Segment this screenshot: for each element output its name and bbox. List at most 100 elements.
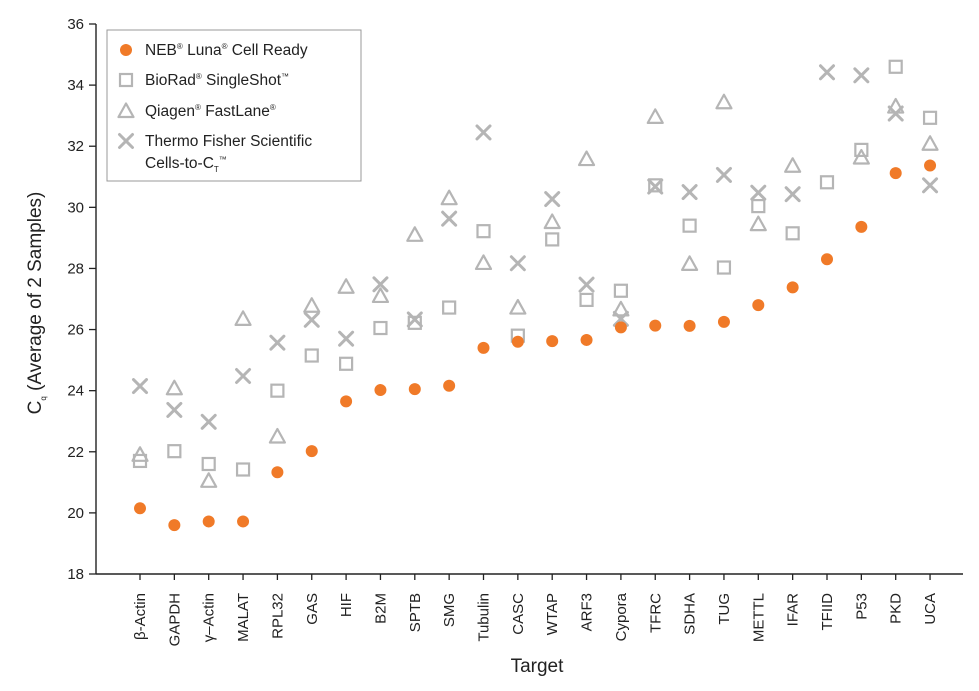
point-circle-22 — [889, 167, 902, 180]
legend-text-part: SingleShot — [202, 72, 282, 89]
y-axis-title: Cq (Average of 2 Samples) — [25, 192, 48, 415]
point-x-11 — [509, 255, 526, 272]
point-triangle-17 — [715, 93, 733, 110]
legend-marker-triangle — [117, 102, 135, 119]
point-circle-13 — [580, 333, 593, 346]
point-circle-7 — [374, 384, 387, 397]
x-tick-label-7: B2M — [372, 593, 389, 624]
point-triangle-10 — [474, 254, 493, 271]
y-tick-label-22: 22 — [67, 444, 84, 461]
point-circle-0 — [134, 502, 146, 515]
point-circle-19 — [786, 281, 799, 294]
point-square-0 — [132, 453, 148, 469]
point-circle-11 — [511, 335, 524, 348]
x-tick-label-11: CASC — [510, 593, 527, 635]
x-tick-labels: β-Actin GAPDH γ–Actin MALAT RPL32 GAS HIF B2M SP… — [132, 592, 939, 646]
point-square-19 — [785, 226, 800, 241]
legend-text-part: ™ — [281, 72, 289, 81]
x-tick-label-19: IFAR — [785, 593, 802, 627]
point-circle-14 — [614, 321, 627, 334]
point-x-1 — [166, 401, 183, 418]
legend-text-part: NEB — [145, 42, 177, 59]
series-x — [132, 64, 939, 430]
y-tick-label-34: 34 — [67, 77, 84, 94]
legend-text-part: Thermo Fisher Scientific — [145, 133, 312, 150]
legend: NEB®​ Luna®​ Cell Ready BioRad®​ SingleSh… — [106, 29, 362, 182]
point-circle-23 — [924, 159, 937, 172]
point-triangle-5 — [303, 297, 321, 313]
point-triangle-22 — [887, 97, 905, 114]
point-square-21 — [854, 142, 869, 157]
point-circle-18 — [752, 299, 765, 312]
x-tick-label-21: P53 — [853, 593, 870, 620]
legend-box — [106, 29, 362, 182]
point-triangle-23 — [921, 135, 939, 151]
point-triangle-19 — [784, 157, 802, 173]
point-triangle-11 — [509, 298, 527, 315]
x-tick-label-20: TFIID — [819, 593, 836, 631]
point-circle-10 — [477, 341, 490, 354]
x-tick-label-2: γ–Actin — [201, 593, 218, 642]
point-x-6 — [338, 330, 355, 347]
point-x-12 — [544, 191, 561, 208]
legend-text-part: ® — [195, 103, 201, 112]
point-triangle-9 — [440, 189, 458, 206]
point-triangle-15 — [646, 108, 664, 124]
point-triangle-7 — [371, 287, 390, 304]
point-square-17 — [716, 260, 732, 275]
point-square-15 — [648, 178, 663, 193]
point-square-4 — [270, 383, 285, 398]
point-square-13 — [579, 292, 594, 308]
point-circle-8 — [408, 383, 421, 396]
point-square-1 — [167, 444, 182, 459]
point-triangle-3 — [234, 310, 252, 326]
point-triangle-4 — [268, 427, 286, 444]
point-circle-9 — [443, 379, 456, 392]
point-triangle-12 — [543, 213, 561, 230]
point-x-7 — [372, 276, 389, 293]
legend-text-part: Cell Ready — [227, 42, 307, 59]
point-circle-21 — [855, 220, 868, 233]
y-tick-label-28: 28 — [67, 260, 84, 277]
legend-text-part: FastLane — [201, 103, 270, 120]
x-tick-label-22: PKD — [888, 593, 905, 624]
point-square-9 — [442, 300, 457, 315]
point-square-23 — [922, 110, 938, 125]
series-circle — [134, 159, 937, 532]
x-tick-label-6: HIF — [338, 593, 355, 617]
point-x-17 — [715, 166, 732, 183]
y-tick-label-30: 30 — [67, 199, 84, 216]
point-triangle-14 — [612, 300, 630, 317]
point-x-13 — [578, 276, 595, 293]
point-x-21 — [853, 67, 870, 84]
point-square-2 — [201, 456, 216, 472]
point-circle-4 — [271, 466, 284, 479]
point-square-18 — [751, 199, 766, 214]
point-square-3 — [235, 462, 251, 477]
point-square-22 — [888, 59, 903, 74]
x-tick-label-0: β-Actin — [132, 593, 149, 640]
point-circle-12 — [546, 335, 559, 348]
x-tick-label-8: SPTB — [407, 593, 424, 632]
x-tick-label-17: TUG — [716, 593, 733, 625]
point-x-2 — [200, 413, 217, 430]
y-tick-label-32: 32 — [67, 138, 84, 155]
x-tick-label-10: Tubulin — [476, 593, 493, 642]
x-axis-title: Target — [511, 656, 565, 677]
point-square-14 — [613, 283, 629, 298]
point-square-7 — [373, 320, 388, 336]
x-tick-label-23: UCA — [922, 593, 939, 625]
point-circle-17 — [717, 315, 730, 328]
x-tick-label-14: Cypora — [613, 592, 630, 641]
point-circle-6 — [340, 395, 353, 408]
x-tick-label-9: SMG — [441, 593, 458, 627]
point-triangle-2 — [200, 472, 218, 488]
point-circle-3 — [237, 515, 250, 528]
point-x-0 — [132, 378, 148, 395]
legend-label-1: BioRad®​ SingleShot™​ — [145, 72, 289, 89]
y-tick-label-24: 24 — [67, 383, 84, 400]
point-x-5 — [303, 311, 320, 328]
point-x-23 — [922, 177, 939, 194]
point-x-10 — [475, 124, 492, 141]
